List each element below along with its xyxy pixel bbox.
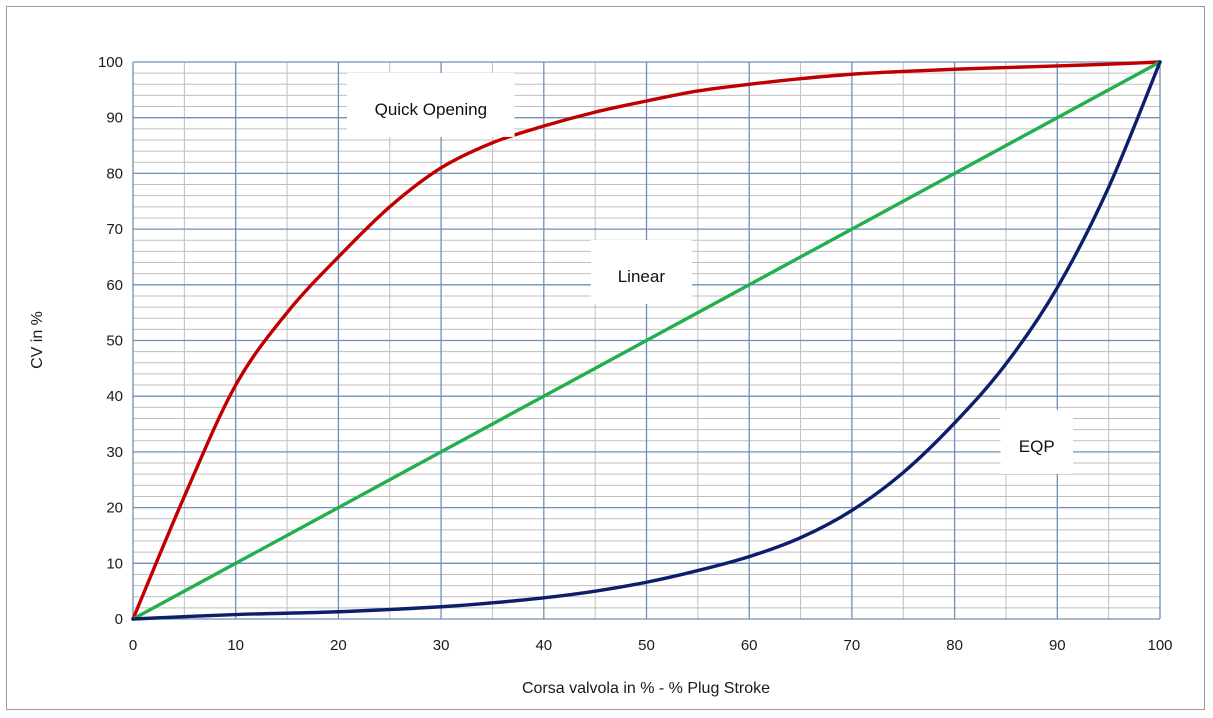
annotation-box	[590, 240, 692, 305]
annotation-layer: Quick Opening Linear EQP	[347, 72, 1074, 474]
x-tick-label: 90	[1049, 637, 1066, 654]
x-axis-label: Corsa valvola in % - % Plug Stroke	[522, 680, 770, 697]
y-axis-ticks: 0 10 20 30 40 50 60 70 80 90 100	[98, 54, 123, 628]
major-gridlines	[132, 61, 1161, 620]
x-tick-label: 100	[1147, 637, 1172, 654]
annotation-box	[1000, 409, 1074, 474]
chart-frame	[6, 6, 1205, 710]
y-tick-label: 50	[106, 333, 123, 350]
y-tick-label: 10	[106, 555, 123, 572]
x-axis-ticks: 0 10 20 30 40 50 60 70 80 90 100	[129, 637, 1173, 654]
y-tick-label: 20	[106, 500, 123, 517]
annotation-box	[347, 72, 515, 137]
y-tick-label: 60	[106, 277, 123, 294]
y-tick-label: 0	[115, 611, 123, 628]
x-tick-label: 10	[227, 637, 244, 654]
series-line-eqp	[131, 60, 1162, 621]
x-tick-label: 0	[129, 637, 137, 654]
x-tick-label: 70	[844, 637, 861, 654]
y-tick-label: 90	[106, 110, 123, 127]
y-tick-label: 40	[106, 388, 123, 405]
series-layer	[131, 60, 1162, 621]
y-tick-label: 80	[106, 165, 123, 182]
x-tick-label: 80	[946, 637, 963, 654]
y-tick-label: 70	[106, 221, 123, 238]
series-line-linear	[131, 60, 1162, 621]
series-line-quick-opening	[131, 60, 1162, 621]
y-tick-label: 100	[98, 54, 123, 71]
y-tick-label: 30	[106, 444, 123, 461]
annotation-label: EQP	[1019, 437, 1055, 456]
x-tick-label: 30	[433, 637, 450, 654]
x-tick-label: 40	[535, 637, 552, 654]
x-tick-label: 60	[741, 637, 758, 654]
x-tick-label: 50	[638, 637, 655, 654]
x-tick-label: 20	[330, 637, 347, 654]
annotation-label: Linear	[618, 267, 666, 286]
y-axis-label: CV in %	[29, 311, 46, 369]
annotation-label: Quick Opening	[375, 100, 487, 119]
